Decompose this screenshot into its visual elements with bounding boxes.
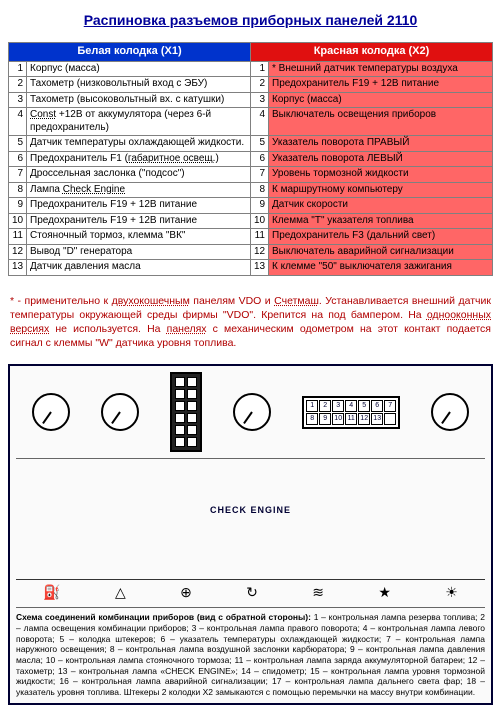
- table-row: 10Предохранитель F19 + 12В питание10Клем…: [9, 213, 493, 229]
- diagram-caption: Схема соединений комбинации приборов (ви…: [16, 607, 485, 697]
- row-num: 6: [9, 151, 27, 167]
- indicator-icon: ⛽: [43, 584, 60, 601]
- row-num: 1: [9, 61, 27, 77]
- table-row: 3Тахометр (высоковольтный вх. с катушки)…: [9, 92, 493, 108]
- table-row: 9Предохранитель F19 + 12В питание9Датчик…: [9, 198, 493, 214]
- red-cell: Корпус (масса): [269, 92, 493, 108]
- row-num: 2: [9, 77, 27, 93]
- red-cell: Предохранитель F19 + 12В питание: [269, 77, 493, 93]
- wiring-diagram: 1234567 8910111213 CHECK ENGINE ⛽△⊕↻≋★☀ …: [8, 364, 493, 705]
- row-num: 8: [9, 182, 27, 198]
- row-num: 7: [251, 167, 269, 183]
- header-white: Белая колодка (X1): [9, 43, 251, 62]
- white-cell: Вывод "D" генератора: [27, 244, 251, 260]
- row-num: 5: [9, 136, 27, 152]
- connector-block-icon: [170, 372, 202, 452]
- red-cell: Выключатель освещения приборов: [269, 108, 493, 136]
- white-cell: Предохранитель F1 (габаритное освещ.): [27, 151, 251, 167]
- pinout-tbody: 1Корпус (масса)1* Внешний датчик темпера…: [9, 61, 493, 275]
- row-num: 8: [251, 182, 269, 198]
- table-row: 8Лампа Check Engine8К маршрутному компью…: [9, 182, 493, 198]
- row-num: 7: [9, 167, 27, 183]
- header-red: Красная колодка (X2): [251, 43, 493, 62]
- table-row: 5Датчик температуры охлаждающей жидкости…: [9, 136, 493, 152]
- table-row: 11Стояночный тормоз, клемма "ВК"11Предох…: [9, 229, 493, 245]
- row-num: 5: [251, 136, 269, 152]
- table-row: 12Вывод "D" генератора12Выключатель авар…: [9, 244, 493, 260]
- white-cell: Дроссельная заслонка ("подсос"): [27, 167, 251, 183]
- diagram-caption-title: Схема соединений комбинации приборов (ви…: [16, 612, 311, 622]
- indicator-icon: ⊕: [180, 584, 192, 601]
- row-num: 10: [251, 213, 269, 229]
- footnote: * - применительно к двухокошечным панеля…: [10, 294, 491, 351]
- row-num: 9: [251, 198, 269, 214]
- indicator-icon: △: [115, 584, 126, 601]
- row-num: 10: [9, 213, 27, 229]
- row-num: 12: [251, 244, 269, 260]
- row-num: 6: [251, 151, 269, 167]
- red-cell: Указатель поворота ПРАВЫЙ: [269, 136, 493, 152]
- indicator-icon: ★: [378, 584, 391, 601]
- red-cell: * Внешний датчик температуры воздуха: [269, 61, 493, 77]
- gauge-icon: [101, 393, 139, 431]
- row-num: 4: [9, 108, 27, 136]
- diagram-wires-area: CHECK ENGINE: [16, 465, 485, 580]
- connector-x2: 1234567 8910111213: [302, 396, 400, 429]
- white-cell: Тахометр (высоковольтный вх. с катушки): [27, 92, 251, 108]
- white-cell: Корпус (масса): [27, 61, 251, 77]
- page-title: Распиновка разъемов приборных панелей 21…: [8, 12, 493, 28]
- red-cell: Уровень тормозной жидкости: [269, 167, 493, 183]
- red-cell: Выключатель аварийной сигнализации: [269, 244, 493, 260]
- row-num: 2: [251, 77, 269, 93]
- indicator-icon: ↻: [246, 584, 258, 601]
- table-row: 6Предохранитель F1 (габаритное освещ.)6У…: [9, 151, 493, 167]
- row-num: 1: [251, 61, 269, 77]
- red-cell: Предохранитель F3 (дальний свет): [269, 229, 493, 245]
- red-cell: Указатель поворота ЛЕВЫЙ: [269, 151, 493, 167]
- row-num: 3: [9, 92, 27, 108]
- white-cell: Const +12В от аккумулятора (через 6-й пр…: [27, 108, 251, 136]
- row-num: 13: [251, 260, 269, 276]
- diagram-caption-body: 1 – контрольная лампа резерва топлива; 2…: [16, 612, 485, 696]
- connector-x1: [170, 372, 202, 452]
- white-cell: Датчик давления масла: [27, 260, 251, 276]
- white-cell: Лампа Check Engine: [27, 182, 251, 198]
- white-cell: Тахометр (низковольтный вход с ЭБУ): [27, 77, 251, 93]
- check-engine-label: CHECK ENGINE: [210, 505, 291, 515]
- row-num: 4: [251, 108, 269, 136]
- red-cell: К маршрутному компьютеру: [269, 182, 493, 198]
- table-row: 7Дроссельная заслонка ("подсос")7Уровень…: [9, 167, 493, 183]
- row-num: 3: [251, 92, 269, 108]
- table-row: 1Корпус (масса)1* Внешний датчик темпера…: [9, 61, 493, 77]
- red-cell: Датчик скорости: [269, 198, 493, 214]
- indicator-icon: ≋: [312, 584, 324, 601]
- gauge-icon: [431, 393, 469, 431]
- white-cell: Стояночный тормоз, клемма "ВК": [27, 229, 251, 245]
- white-cell: Предохранитель F19 + 12В питание: [27, 213, 251, 229]
- pinout-table: Белая колодка (X1) Красная колодка (X2) …: [8, 42, 493, 276]
- diagram-gauges-row: 1234567 8910111213: [16, 372, 485, 459]
- white-cell: Датчик температуры охлаждающей жидкости.: [27, 136, 251, 152]
- table-row: 13Датчик давления масла13К клемме "50" в…: [9, 260, 493, 276]
- row-num: 11: [251, 229, 269, 245]
- indicator-icon: ☀: [445, 584, 458, 601]
- diagram-symbol-row: ⛽ △ ⊕ ↻ ≋ ★ ☀: [16, 584, 485, 601]
- gauge-icon: [233, 393, 271, 431]
- row-num: 13: [9, 260, 27, 276]
- gauge-icon: [32, 393, 70, 431]
- connector-row-icon: 1234567 8910111213: [302, 396, 400, 429]
- row-num: 11: [9, 229, 27, 245]
- red-cell: К клемме "50" выключателя зажигания: [269, 260, 493, 276]
- table-row: 2Тахометр (низковольтный вход с ЭБУ)2Пре…: [9, 77, 493, 93]
- white-cell: Предохранитель F19 + 12В питание: [27, 198, 251, 214]
- row-num: 12: [9, 244, 27, 260]
- red-cell: Клемма "Т" указателя топлива: [269, 213, 493, 229]
- row-num: 9: [9, 198, 27, 214]
- table-row: 4Const +12В от аккумулятора (через 6-й п…: [9, 108, 493, 136]
